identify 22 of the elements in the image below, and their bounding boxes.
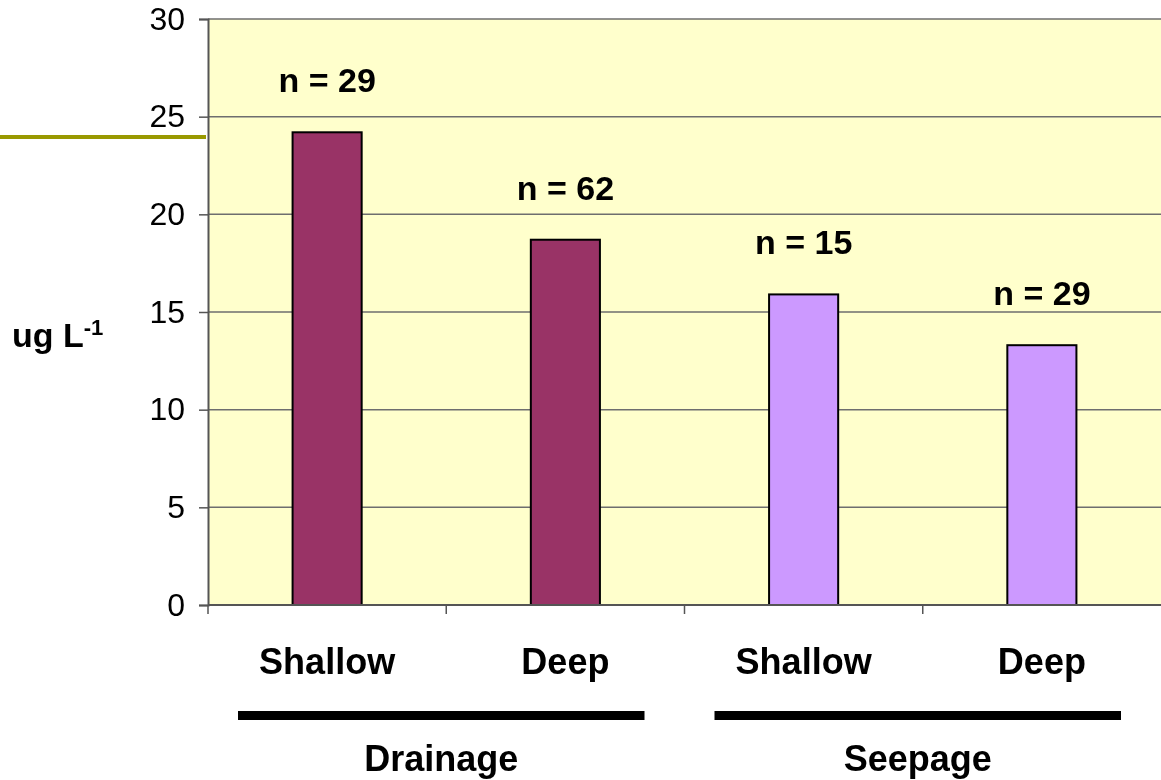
bar [291,131,363,606]
x-tick-label: Deep [997,641,1086,682]
y-axis-title: ug L$^{-1}$ [12,314,104,354]
text: Seepage [843,738,992,779]
x-tick-label: Shallow [735,641,873,682]
y-tick-label: 15 [149,293,185,330]
annotation: n = 29 [993,274,1091,313]
x-tick-label: Deep [521,641,610,682]
annotation: n = 29 [278,61,376,100]
annotation: n = 15 [754,223,853,262]
annotation: n = 62 [516,168,615,207]
y-tick-label: 0 [167,586,185,623]
y-tick-label: 30 [149,0,185,37]
x-tick-label: Shallow [259,641,397,682]
y-tick-label: 10 [149,391,185,428]
bar [529,238,601,606]
bar [1006,344,1078,606]
y-tick-label: 25 [149,98,185,135]
y-tick-label: 20 [149,196,185,233]
y-tick-label: 5 [167,489,185,526]
bar [768,293,840,606]
text: Drainage [364,738,519,779]
